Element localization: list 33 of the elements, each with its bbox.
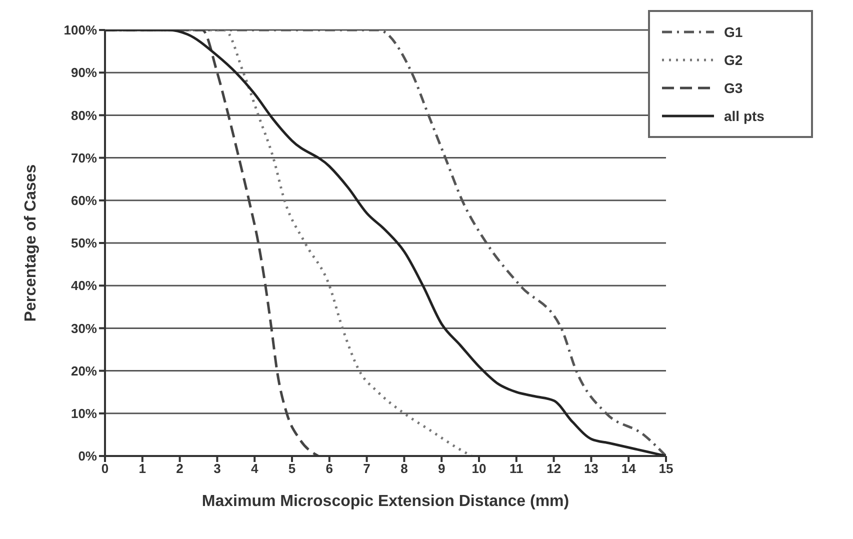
y-tick-label: 40% [70,278,98,294]
legend-label: G3 [724,80,743,96]
y-tick-label: 50% [70,236,98,251]
y-tick-label: 0% [78,448,98,464]
legend-label: G1 [724,24,743,40]
x-tick-label: 8 [400,461,408,476]
x-tick-label: 2 [176,461,184,476]
x-tick-label: 13 [584,461,598,476]
y-tick-label: 20% [70,363,98,378]
y-tick-label: 10% [70,406,98,422]
x-tick-label: 5 [288,461,296,476]
y-tick-label: 90% [70,65,98,80]
legend-label: G2 [724,52,743,68]
x-tick-label: 6 [326,461,334,476]
y-axis-title: Percentage of Cases [22,164,40,322]
y-tick-label: 60% [70,193,98,208]
x-tick-label: 12 [546,461,562,476]
x-tick-label: 4 [250,461,259,476]
x-tick-label: 3 [214,461,221,476]
x-axis-title: Maximum Microscopic Extension Distance (mm) [202,493,570,510]
y-tick-label: 80% [70,108,98,123]
x-tick-label: 7 [363,461,370,476]
x-tick-label: 10 [472,461,486,476]
y-tick-label: 30% [70,320,98,336]
x-tick-label: 1 [138,461,146,476]
x-tick-label: 11 [510,461,524,476]
x-tick-label: 0 [101,461,109,476]
x-tick-label: 9 [438,461,446,476]
y-tick-label: 70% [70,150,98,166]
x-tick-label: 15 [658,461,674,476]
x-tick-label: 14 [621,461,637,476]
legend-label: all pts [724,108,764,124]
y-tick-label: 100% [64,22,98,38]
